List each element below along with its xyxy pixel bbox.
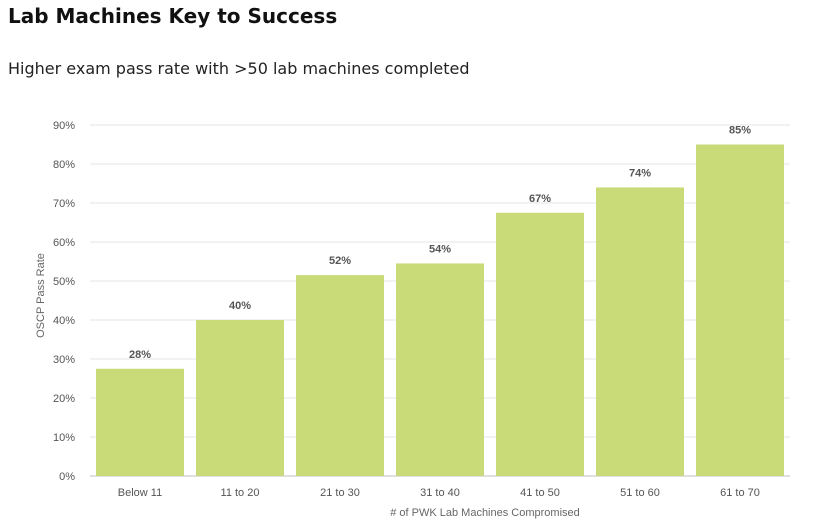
data-label-2: 40%: [229, 300, 251, 312]
x-tick-label-7: 61 to 70: [720, 487, 760, 499]
x-tick-label-5: 41 to 50: [520, 487, 560, 499]
bar-2: [196, 320, 284, 476]
y-tick-label-40: 40%: [53, 315, 75, 327]
x-tick-label-1: Below 11: [118, 487, 162, 499]
y-tick-label-0: 0%: [59, 471, 75, 483]
y-tick-label-10: 10%: [53, 432, 75, 444]
y-tick-label-90: 90%: [53, 120, 75, 132]
x-axis-ticks: Below 11 11 to 20 21 to 30 31 to 40 41 to 50…: [118, 487, 760, 499]
y-tick-label-50: 50%: [53, 276, 75, 288]
bar-7: [696, 144, 784, 476]
y-tick-label-20: 20%: [53, 393, 75, 405]
y-tick-label-30: 30%: [53, 354, 75, 366]
x-tick-label-3: 21 to 30: [320, 487, 360, 499]
bar-1: [96, 368, 184, 476]
data-label-7: 85%: [729, 125, 751, 137]
x-axis-title: # of PWK Lab Machines Compromised: [390, 507, 580, 519]
y-axis-ticks: 0% 10% 20% 30% 40% 50% 60% 70% 80% 90%: [53, 120, 75, 483]
bar-5: [496, 212, 584, 476]
data-label-6: 74%: [629, 167, 651, 179]
y-axis-title: OSCP Pass Rate: [35, 253, 47, 338]
y-tick-label-70: 70%: [53, 198, 75, 210]
page-subtitle: Higher exam pass rate with >50 lab machi…: [8, 59, 470, 78]
data-label-4: 54%: [429, 243, 451, 255]
y-tick-label-80: 80%: [53, 159, 75, 171]
data-labels: 28% 40% 52% 54% 67% 74% 85%: [129, 125, 751, 361]
x-tick-label-4: 31 to 40: [420, 487, 460, 499]
page-title: Lab Machines Key to Success: [8, 4, 338, 28]
bar-6: [596, 187, 684, 476]
bar-3: [296, 275, 384, 476]
y-tick-label-60: 60%: [53, 237, 75, 249]
x-tick-label-6: 51 to 60: [620, 487, 660, 499]
data-label-5: 67%: [529, 193, 551, 205]
bars: [96, 144, 784, 476]
x-tick-label-2: 11 to 20: [221, 487, 260, 499]
bar-4: [396, 263, 484, 476]
data-label-3: 52%: [329, 255, 351, 267]
data-label-1: 28%: [129, 349, 151, 361]
